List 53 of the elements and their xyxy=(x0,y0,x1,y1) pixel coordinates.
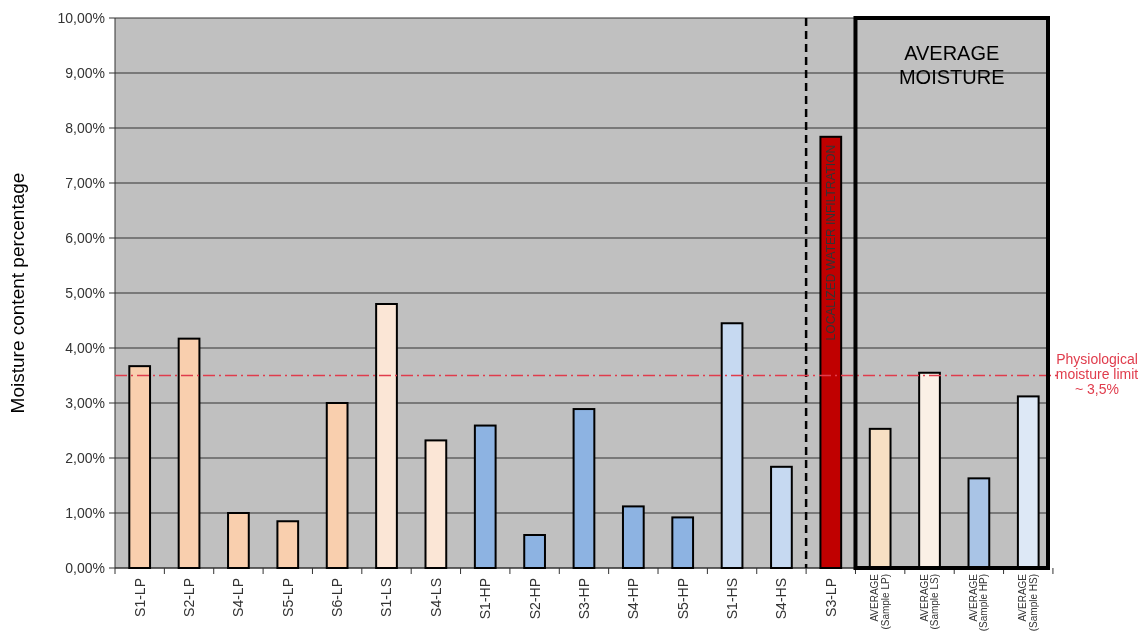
y-axis-title: Moisture content percentage xyxy=(7,172,28,414)
annotation: LOCALIZED WATER INFILTRATION xyxy=(823,144,838,341)
x-tick-label: AVERAGE (Sample HP) xyxy=(967,573,990,632)
bar xyxy=(325,402,349,569)
x-tick-label: S2-LP xyxy=(180,578,197,617)
bar xyxy=(523,534,546,569)
bar xyxy=(128,365,152,569)
bar xyxy=(177,337,201,569)
x-tick-label: S4-LS xyxy=(427,578,444,617)
bar xyxy=(276,520,300,569)
x-tick-label: AVERAGE (Sample LP) xyxy=(869,573,891,630)
y-tick-label: 7,00% xyxy=(65,174,105,191)
bar xyxy=(1016,395,1040,569)
ref-line-label: Physiological moisture limit ~ 3,5% xyxy=(1055,350,1139,398)
x-tick-label: S4-LP xyxy=(230,578,247,617)
annotation: AVERAGE MOISTURE xyxy=(898,42,1005,88)
bar xyxy=(770,465,793,569)
y-tick-label: 2,00% xyxy=(65,449,105,466)
x-tick-label: S5-LP xyxy=(279,578,296,617)
bar xyxy=(473,424,497,569)
y-tick-label: 8,00% xyxy=(65,119,105,136)
x-tick-label: S1-HP xyxy=(477,578,494,620)
bar xyxy=(819,135,843,569)
x-tick-label: AVERAGE (Sample HS) xyxy=(1017,573,1039,632)
x-tick-label: S4-HS xyxy=(773,578,790,620)
bar xyxy=(918,371,941,569)
x-tick-label: S6-LP xyxy=(329,578,346,617)
bar xyxy=(227,512,250,569)
x-tick-label: S1-LP xyxy=(131,578,148,617)
bar xyxy=(424,439,448,569)
x-tick-label: S1-LS xyxy=(378,578,395,617)
x-tick-label: S1-HS xyxy=(723,578,740,620)
bar xyxy=(572,408,596,569)
bar xyxy=(868,427,892,569)
y-tick-label: 6,00% xyxy=(65,229,105,246)
y-tick-label: 9,00% xyxy=(65,64,105,81)
bar xyxy=(967,477,991,569)
bar xyxy=(720,322,744,569)
x-tick-label: S5-HP xyxy=(674,578,691,620)
bar xyxy=(671,516,695,569)
y-tick-label: 4,00% xyxy=(65,339,105,356)
y-tick-label: 1,00% xyxy=(65,504,105,521)
y-tick-label: 0,00% xyxy=(65,559,105,576)
x-tick-label: S4-HP xyxy=(625,578,642,620)
x-tick-label: AVERAGE (Sample LS) xyxy=(918,573,941,630)
y-tick-label: 10,00% xyxy=(57,9,105,26)
bar xyxy=(621,505,645,569)
y-tick-label: 5,00% xyxy=(65,284,105,301)
x-tick-label: S2-HP xyxy=(526,578,543,620)
y-tick-label: 3,00% xyxy=(65,394,105,411)
bar xyxy=(375,303,398,569)
x-tick-label: S3-HP xyxy=(575,578,592,620)
x-tick-label: S3-LP xyxy=(822,578,839,617)
